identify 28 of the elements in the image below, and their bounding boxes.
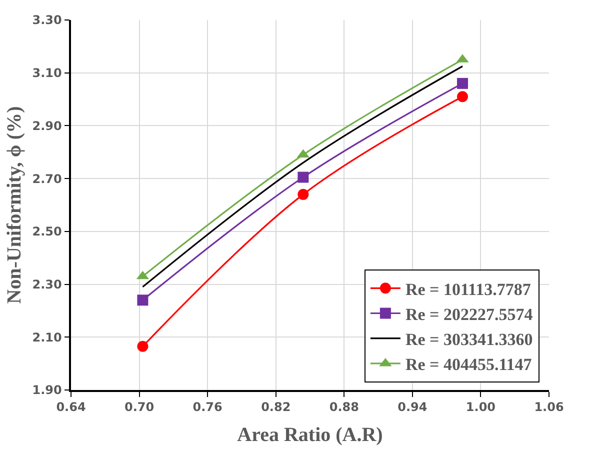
x-tick-label: 1.00	[466, 400, 496, 414]
y-tick-label: 2.30	[32, 277, 62, 292]
x-tick-label: 0.88	[329, 400, 359, 414]
x-tick-label: 0.70	[124, 400, 154, 414]
x-tick-label: 0.76	[192, 400, 222, 414]
legend-label: Re = 101113.7787	[405, 280, 532, 299]
x-tick-label: 0.94	[398, 400, 428, 414]
x-tick-label: 0.64	[56, 400, 86, 414]
point	[298, 188, 309, 200]
point	[298, 172, 309, 183]
x-axis-title: Area Ratio (A.R)	[237, 424, 383, 446]
point	[457, 78, 468, 89]
y-axis-title: Non-Uniformity, ϕ (%)	[4, 106, 26, 304]
point	[137, 340, 148, 352]
x-tick-label: 0.82	[261, 400, 291, 414]
legend-label: Re = 202227.5574	[405, 304, 534, 324]
point	[137, 294, 148, 306]
y-tick-label: 2.70	[32, 172, 62, 186]
x-tick-label: 1.06	[534, 400, 564, 414]
y-tick-label: 2.10	[32, 330, 62, 344]
y-tick-label: 3.10	[32, 66, 62, 80]
y-tick-label: 2.90	[32, 118, 62, 133]
y-tick-label: 2.50	[32, 224, 62, 239]
legend-label: Re = 404455.1147	[405, 355, 532, 374]
y-tick-label: 3.30	[32, 13, 62, 28]
legend-label: Re = 303341.3360	[405, 330, 533, 349]
point	[457, 91, 468, 102]
y-tick-label: 1.90	[32, 383, 62, 398]
